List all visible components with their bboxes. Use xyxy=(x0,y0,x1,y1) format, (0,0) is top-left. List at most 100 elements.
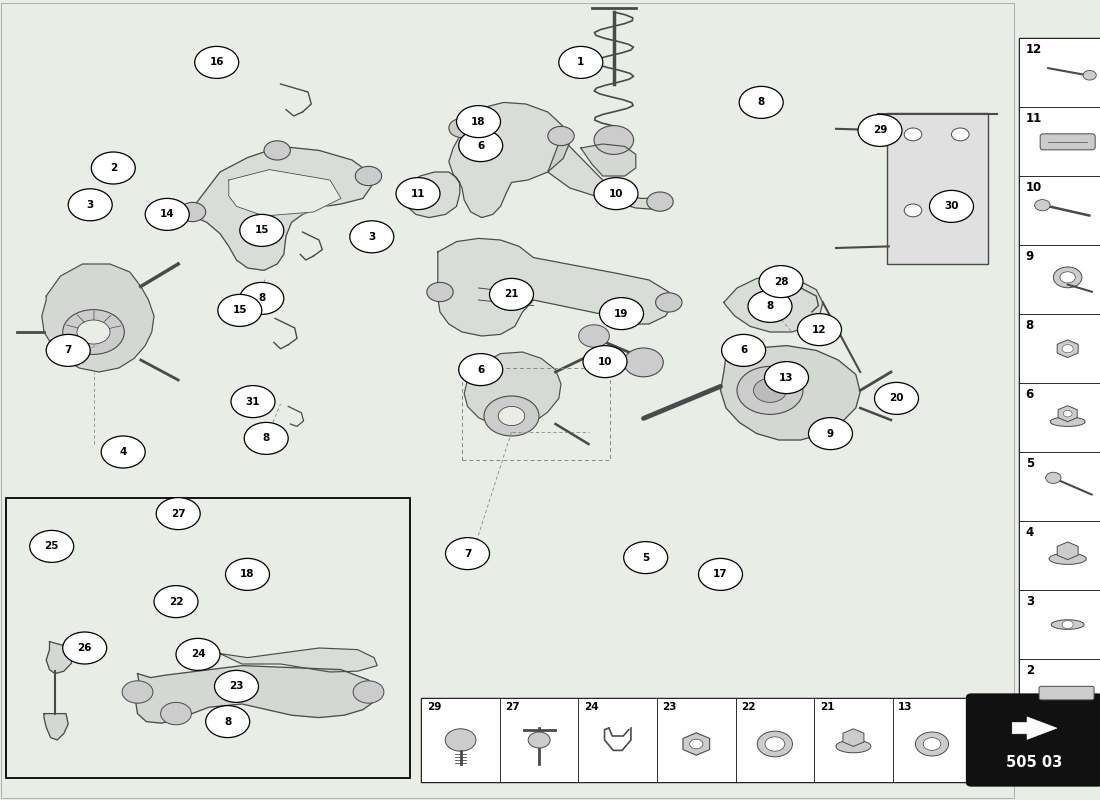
Circle shape xyxy=(764,737,784,751)
Circle shape xyxy=(923,738,940,750)
Circle shape xyxy=(214,670,258,702)
Polygon shape xyxy=(229,170,341,216)
Circle shape xyxy=(764,362,808,394)
Circle shape xyxy=(600,298,643,330)
Text: 8: 8 xyxy=(224,717,231,726)
Text: 27: 27 xyxy=(170,509,186,518)
Text: 16: 16 xyxy=(217,58,232,67)
Polygon shape xyxy=(1057,542,1078,560)
Polygon shape xyxy=(44,714,68,740)
Circle shape xyxy=(624,542,668,574)
Circle shape xyxy=(77,320,110,344)
Text: 24: 24 xyxy=(584,702,598,712)
Text: 10: 10 xyxy=(1025,181,1042,194)
Text: 6: 6 xyxy=(477,365,484,374)
Text: 5: 5 xyxy=(642,553,649,562)
Circle shape xyxy=(930,190,974,222)
Text: 26: 26 xyxy=(77,643,92,653)
Polygon shape xyxy=(1058,406,1077,422)
FancyBboxPatch shape xyxy=(1019,452,1100,521)
FancyBboxPatch shape xyxy=(893,698,971,782)
Polygon shape xyxy=(192,146,372,270)
FancyBboxPatch shape xyxy=(1019,314,1100,383)
Polygon shape xyxy=(135,666,377,723)
Circle shape xyxy=(1063,345,1074,353)
Circle shape xyxy=(1060,272,1076,283)
Polygon shape xyxy=(843,729,864,746)
Circle shape xyxy=(91,152,135,184)
Circle shape xyxy=(63,310,124,354)
Circle shape xyxy=(396,178,440,210)
Text: 28: 28 xyxy=(781,277,796,286)
Text: 6: 6 xyxy=(1025,388,1034,401)
Text: 14: 14 xyxy=(167,210,183,219)
FancyBboxPatch shape xyxy=(814,698,893,782)
Text: 7: 7 xyxy=(65,346,72,355)
Circle shape xyxy=(904,204,922,217)
FancyBboxPatch shape xyxy=(1019,176,1100,246)
Text: 31: 31 xyxy=(245,397,261,406)
Text: 8: 8 xyxy=(263,434,270,443)
Text: 8: 8 xyxy=(767,302,773,311)
FancyBboxPatch shape xyxy=(1019,246,1100,314)
Text: 3: 3 xyxy=(1025,595,1034,608)
Polygon shape xyxy=(724,276,823,332)
Circle shape xyxy=(548,126,574,146)
Polygon shape xyxy=(1012,717,1057,739)
Text: 30: 30 xyxy=(944,202,959,211)
Text: 29: 29 xyxy=(427,702,441,712)
Text: 12: 12 xyxy=(812,325,827,334)
Text: 12: 12 xyxy=(1025,43,1042,56)
Circle shape xyxy=(583,346,627,378)
Text: 30: 30 xyxy=(952,202,967,211)
Text: 18: 18 xyxy=(471,117,486,126)
Circle shape xyxy=(808,418,852,450)
FancyBboxPatch shape xyxy=(421,698,971,782)
Circle shape xyxy=(46,334,90,366)
Circle shape xyxy=(647,192,673,211)
Circle shape xyxy=(101,436,145,468)
Circle shape xyxy=(690,739,703,749)
Circle shape xyxy=(68,189,112,221)
Text: 24: 24 xyxy=(190,650,206,659)
FancyBboxPatch shape xyxy=(1019,38,1100,107)
Circle shape xyxy=(1064,410,1072,417)
Polygon shape xyxy=(1052,620,1085,630)
Text: 3: 3 xyxy=(87,200,94,210)
Polygon shape xyxy=(438,238,673,336)
Text: 17: 17 xyxy=(720,570,736,579)
Text: 2: 2 xyxy=(1025,664,1034,677)
Text: 16: 16 xyxy=(209,58,224,67)
Text: 31: 31 xyxy=(253,397,268,406)
Text: 18: 18 xyxy=(478,117,494,126)
Polygon shape xyxy=(720,346,860,440)
Text: 8: 8 xyxy=(758,98,764,107)
Text: 1: 1 xyxy=(578,58,584,67)
Circle shape xyxy=(737,366,803,414)
Text: 9: 9 xyxy=(1025,250,1034,263)
Circle shape xyxy=(449,118,475,138)
Circle shape xyxy=(798,314,842,346)
FancyBboxPatch shape xyxy=(1019,383,1100,452)
Text: 8: 8 xyxy=(1025,319,1034,332)
Circle shape xyxy=(218,294,262,326)
Text: 29: 29 xyxy=(872,126,888,135)
Circle shape xyxy=(206,706,250,738)
Text: 4: 4 xyxy=(1025,526,1034,539)
FancyBboxPatch shape xyxy=(1019,659,1100,728)
Polygon shape xyxy=(220,648,377,672)
Polygon shape xyxy=(464,352,561,428)
FancyBboxPatch shape xyxy=(499,698,579,782)
Circle shape xyxy=(145,198,189,230)
FancyBboxPatch shape xyxy=(579,698,657,782)
Circle shape xyxy=(226,558,270,590)
Text: 18: 18 xyxy=(253,570,268,579)
Text: 1: 1 xyxy=(581,58,589,67)
FancyBboxPatch shape xyxy=(1019,107,1100,176)
Text: 20: 20 xyxy=(889,394,904,403)
Circle shape xyxy=(63,632,107,664)
Circle shape xyxy=(195,46,239,78)
Text: 15: 15 xyxy=(264,226,279,235)
Text: 5: 5 xyxy=(1025,457,1034,470)
Polygon shape xyxy=(405,102,570,218)
